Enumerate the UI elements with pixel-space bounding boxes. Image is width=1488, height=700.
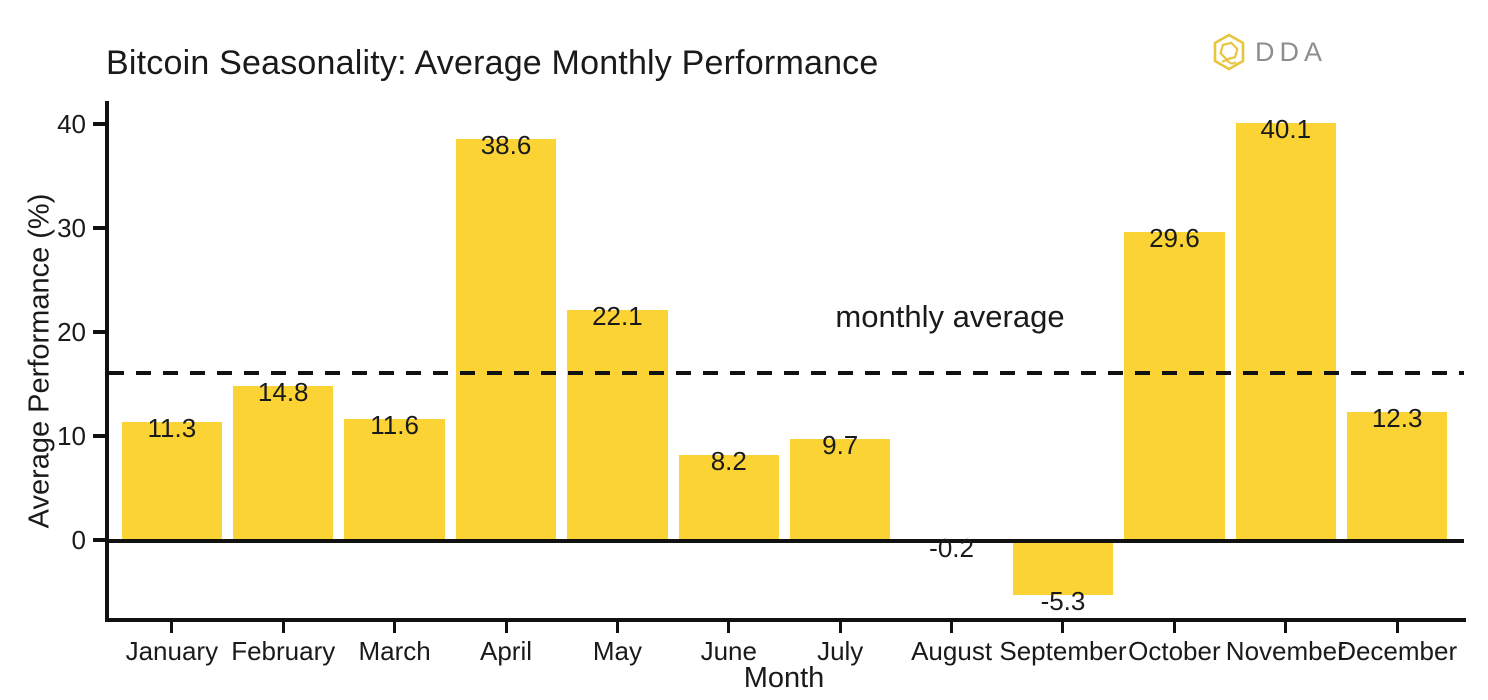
x-axis-tick-label: April [480, 636, 533, 666]
brand-logo: DDA [1212, 32, 1327, 72]
bar-value-label: 8.2 [710, 445, 747, 476]
y-axis-tick [93, 226, 105, 230]
x-axis-tick-label: March [358, 636, 431, 666]
y-axis-tick-label: 30 [57, 213, 86, 243]
bar-june [678, 454, 779, 540]
y-axis-tick [93, 434, 105, 438]
x-axis-tick [170, 622, 174, 633]
bar-september [1012, 540, 1114, 596]
y-axis-tick [93, 330, 105, 334]
y-axis-tick-label: 40 [57, 109, 86, 139]
bar-may [567, 310, 668, 540]
zero-baseline [109, 539, 1464, 543]
hexagon-knot-icon [1212, 32, 1246, 72]
y-axis-tick [93, 122, 105, 126]
x-axis-tick-label: September [999, 636, 1127, 666]
y-axis-tick-label: 10 [57, 421, 86, 451]
bar-january [121, 422, 222, 540]
x-axis-tick-label: October [1128, 636, 1221, 666]
x-axis-tick [281, 622, 285, 633]
x-axis-tick-label: July [817, 636, 864, 666]
bar-value-label: 22.1 [592, 301, 643, 332]
bar-value-label: 29.6 [1149, 223, 1200, 254]
x-axis-tick-label: November [1225, 636, 1346, 666]
bar-march [344, 419, 445, 540]
bar-value-label: 38.6 [480, 129, 532, 160]
x-axis-tick-label: August [911, 636, 993, 666]
bar-april [455, 138, 557, 540]
x-axis-line [105, 618, 1466, 622]
brand-text: DDA [1255, 36, 1328, 67]
x-axis-tick-label: December [1337, 636, 1458, 666]
x-axis-tick [1395, 622, 1399, 633]
y-axis-tick-label: 20 [57, 317, 86, 347]
x-axis-title: Month [743, 662, 825, 694]
bar-october [1124, 232, 1225, 540]
bar-value-label: 9.7 [822, 430, 859, 461]
x-axis-tick-label: January [125, 636, 219, 666]
x-axis-tick [504, 622, 508, 633]
bar-value-label: 11.6 [370, 410, 419, 441]
y-axis-tick [93, 538, 105, 542]
x-axis-tick [838, 622, 842, 633]
x-axis-tick-label: February [231, 636, 336, 666]
bar-july [790, 439, 891, 540]
x-axis-tick [393, 622, 397, 633]
y-axis-title: Average Performance (%) [23, 193, 56, 529]
x-axis-tick-label: May [592, 636, 642, 666]
y-axis-tick-label: 0 [71, 525, 86, 555]
x-axis-tick [1284, 622, 1288, 633]
x-axis-tick [615, 622, 619, 633]
bar-value-label: -5.3 [1040, 586, 1086, 617]
bar-value-label: 40.1 [1260, 113, 1312, 144]
x-axis-tick [1172, 622, 1176, 633]
bar-november [1235, 122, 1336, 540]
x-axis-tick [727, 622, 731, 633]
x-axis-tick [1061, 622, 1065, 633]
y-axis-line [105, 101, 109, 622]
bar-value-label: 12.3 [1371, 403, 1423, 434]
x-axis-tick [950, 622, 954, 633]
bar-value-label: 14.8 [257, 377, 309, 408]
x-axis-tick-label: June [700, 636, 757, 666]
bar-value-label: 11.3 [147, 413, 197, 444]
chart-title: Bitcoin Seasonality: Average Monthly Per… [106, 44, 879, 82]
monthly-average-annotation: monthly average [835, 299, 1065, 334]
bar-december [1347, 412, 1448, 540]
monthly-average-dashed-line [109, 370, 1464, 375]
bar-february [233, 386, 334, 540]
bar-value-label: -0.2 [929, 533, 974, 564]
